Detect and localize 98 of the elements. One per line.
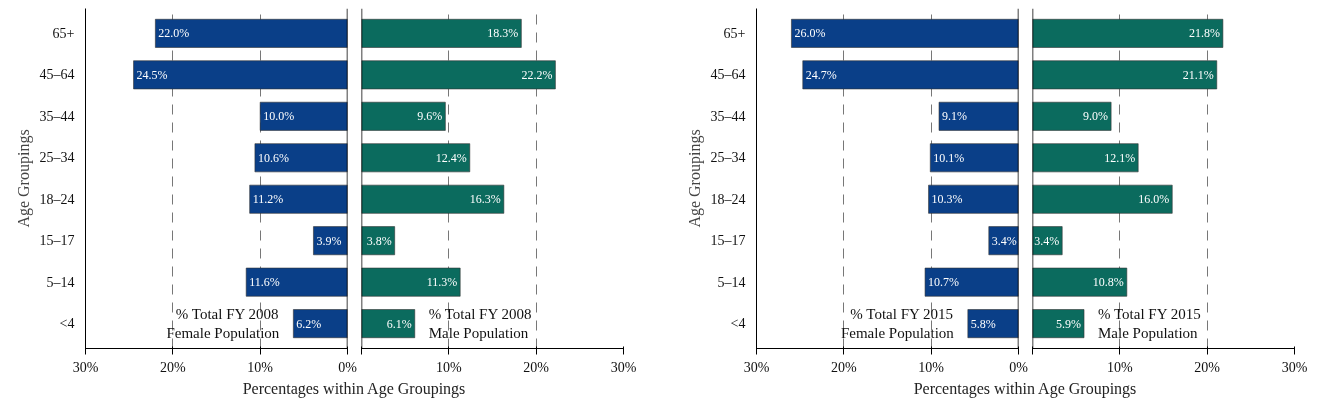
bar [293,309,348,339]
bar [928,184,1019,214]
data-label: 21.8% [1188,26,1220,41]
bar [259,101,348,131]
data-label: 16.0% [1138,192,1170,207]
y-tick-label: 15–17 [39,233,75,249]
x-tick-label: 20% [523,359,550,375]
bar [967,309,1019,339]
bar [361,184,505,214]
bar [938,101,1019,131]
bar [1032,267,1128,297]
bar [924,267,1019,297]
bar [791,18,1019,48]
data-label: 26.0% [794,26,826,41]
bar [361,267,461,297]
y-tick-label: 45–64 [710,67,746,83]
y-tick-label: 18–24 [39,191,75,207]
bar [1032,18,1224,48]
bar [802,60,1019,90]
data-label: 10.7% [928,275,960,290]
bar [1032,309,1085,339]
x-tick-label: 20% [160,359,186,375]
y-tick-label: 35–44 [710,108,746,124]
x-tick-label: 30% [72,359,99,375]
data-label: 10.0% [263,109,295,124]
x-tick-label: 0% [338,359,358,375]
data-label: 22.2% [521,67,553,82]
y-axis-title: Age Groupings [685,129,704,228]
data-label: 3.9% [316,233,342,248]
series-label: % Total FY 2015 Male Population [1098,306,1201,342]
y-tick-label: 15–17 [710,233,746,249]
data-label: 18.3% [487,26,519,41]
y-tick-label: 25–34 [710,150,746,166]
bar [133,60,348,90]
bar [361,143,471,173]
x-tick-label: 30% [743,359,770,375]
y-tick-label: 45–64 [39,67,75,83]
y-axis-title: Age Groupings [14,129,33,228]
x-axis-title: Percentages within Age Groupings [242,379,466,400]
x-tick-label: 30% [610,359,637,375]
x-tick-label: 10% [436,359,462,375]
data-label: 5.8% [970,316,996,331]
series-label: % Total FY 2008 Female Population [166,306,280,342]
y-tick-label: 35–44 [39,108,75,124]
x-axis-title: Percentages within Age Groupings [913,379,1137,400]
data-label: 5.9% [1056,316,1082,331]
data-label: 24.5% [136,67,168,82]
y-tick-label: 18–24 [710,191,746,207]
series-label: % Total FY 2015 Female Population [840,306,955,342]
bar [361,18,522,48]
data-label: 11.2% [252,192,284,207]
bar [361,309,416,339]
data-label: 10.3% [931,192,963,207]
x-tick-label: 10% [247,359,274,375]
bar [254,143,348,173]
data-label: 21.1% [1182,67,1214,82]
data-label: 12.1% [1104,150,1136,165]
y-tick-label: <4 [730,316,746,332]
bar [1032,143,1139,173]
bar [245,267,348,297]
data-label: 12.4% [435,150,467,165]
y-tick-label: 65+ [723,25,746,41]
bar [1032,184,1173,214]
data-label: 10.6% [257,150,289,165]
y-tick-label: <4 [59,316,75,332]
data-label: 16.3% [469,192,501,207]
series-label: % Total FY 2008 Male Population [428,306,532,342]
data-label: 9.1% [942,109,968,124]
data-label: 3.4% [991,233,1017,248]
x-tick-label: 20% [1194,359,1221,375]
x-tick-label: 20% [831,359,857,375]
bar [249,184,348,214]
bar [929,143,1019,173]
bar [361,60,556,90]
bar [361,101,446,131]
x-tick-label: 30% [1281,359,1308,375]
data-label: 3.8% [366,233,392,248]
data-label: 6.2% [296,316,322,331]
data-label: 10.1% [933,150,965,165]
x-tick-label: 10% [918,359,945,375]
x-tick-label: 0% [1009,359,1029,375]
bar [155,18,348,48]
data-label: 3.4% [1034,233,1060,248]
y-tick-label: 5–14 [717,274,746,290]
bar [1032,101,1112,131]
y-tick-label: 25–34 [39,150,75,166]
data-label: 6.1% [386,316,412,331]
x-tick-label: 10% [1107,359,1133,375]
data-label: 10.8% [1092,275,1124,290]
y-tick-label: 5–14 [46,274,75,290]
data-label: 9.0% [1083,109,1109,124]
bar [1032,60,1218,90]
data-label: 9.6% [417,109,443,124]
data-label: 11.6% [249,275,280,290]
data-label: 22.0% [158,26,190,41]
data-label: 24.7% [805,67,837,82]
data-label: 11.3% [426,275,458,290]
y-tick-label: 65+ [52,25,75,41]
